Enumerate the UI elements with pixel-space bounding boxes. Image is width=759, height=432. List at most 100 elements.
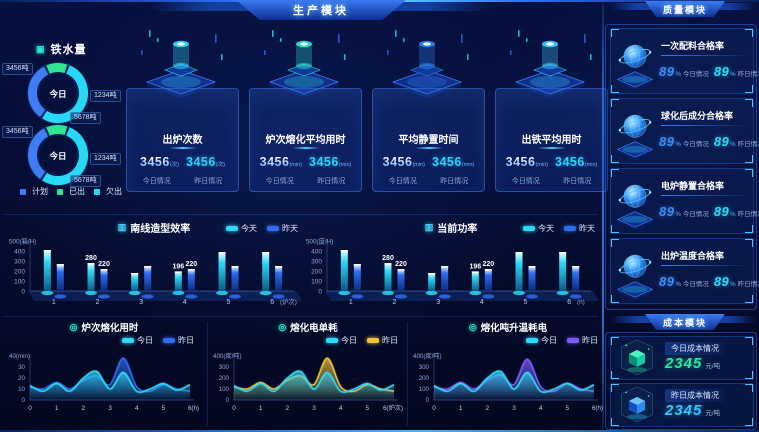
- card-divider: [168, 147, 197, 149]
- production-header-label: 生产模块: [293, 5, 349, 17]
- legend-item[interactable]: 昨日: [163, 335, 194, 346]
- chart-title: ◎ 熔化电单耗: [212, 320, 404, 334]
- quality-module-header: 质量模块: [645, 1, 725, 17]
- card-divider: [661, 195, 745, 196]
- svg-text:280: 280: [382, 255, 394, 262]
- svg-text:6: 6: [567, 299, 571, 306]
- heating-power-line-chart: 0 100 200 300 400(度/吨) 0 1 2 3 4 5 6(h): [413, 352, 603, 412]
- chart-title: ▥ 南线造型效率: [8, 220, 300, 236]
- yesterday-value-group: 3456(min): [309, 155, 352, 169]
- cost-module-header: 成本模块: [645, 314, 725, 330]
- cost-value: 2345: [665, 355, 703, 372]
- line-chart-icon: ◎: [468, 321, 477, 332]
- legend-swatch: [57, 188, 63, 195]
- legend-item[interactable]: 昨天: [267, 223, 298, 234]
- today-label: 今日情况: [682, 211, 709, 218]
- stat-card-title: 出炉次数: [162, 135, 203, 146]
- svg-text:5: 5: [227, 299, 231, 306]
- legend-swatch: [326, 338, 338, 343]
- section-divider: [4, 316, 598, 317]
- svg-text:400: 400: [14, 248, 25, 255]
- cube-3d-icon: [621, 386, 653, 422]
- power-per-ton-line-chart: 0 100 200 300 400(度/吨) 0 1 2 3 4 5 6(炉次): [213, 352, 403, 412]
- today-value: 89: [659, 274, 675, 289]
- svg-text:0: 0: [21, 288, 25, 295]
- south-efficiency-panel: ▥ 南线造型效率 今天 昨天 0 100 200 300 400 500(箱/H) 1 280 2…: [8, 218, 302, 314]
- legend-item[interactable]: 今天: [226, 223, 257, 234]
- svg-text:100: 100: [14, 278, 25, 285]
- yesterday-value-group: 3456(min): [432, 155, 475, 169]
- today-value-group: 3456(min): [259, 155, 302, 169]
- chart-legend: 今天 昨天: [523, 223, 595, 234]
- legend-item[interactable]: 今天: [523, 223, 554, 234]
- heating-power-panel: ◎ 熔化吨升温耗电 今日 昨日 0 100 200 300 400(度/吨) 0 1 2 3 4 5 6…: [412, 318, 604, 428]
- legend-item[interactable]: 欠出: [94, 186, 122, 197]
- legend-swatch: [526, 338, 538, 343]
- quality-card-title: 一次配料合格率: [661, 41, 725, 51]
- chart-title-label: 熔化吨升温耗电: [480, 323, 548, 334]
- melt-time-3d-icon: [264, 30, 346, 98]
- stat-card-title: 出铁平均用时: [521, 135, 582, 146]
- legend-item[interactable]: 计划: [20, 186, 48, 197]
- card-divider: [661, 265, 745, 266]
- donut-callout: 1234吨: [90, 153, 121, 165]
- legend-label: 今日: [341, 336, 357, 345]
- line-chart-icon: ◎: [278, 321, 287, 332]
- card-divider: [537, 147, 566, 149]
- bar-chart-icon: ▥: [117, 222, 127, 232]
- legend-item[interactable]: 今日: [326, 335, 357, 346]
- today-label: 今日情况: [682, 71, 709, 78]
- svg-text:220: 220: [482, 261, 494, 268]
- chart-legend: 今日 昨日: [326, 335, 398, 346]
- svg-text:300: 300: [219, 364, 230, 371]
- yesterday-value-group: 3456(次): [186, 155, 225, 169]
- legend-item[interactable]: 今日: [122, 335, 153, 346]
- svg-text:400: 400: [311, 248, 322, 255]
- yesterday-label: 昨日情况: [440, 178, 469, 185]
- svg-text:2: 2: [96, 299, 100, 306]
- stat-card-title: 炉次熔化平均用时: [265, 135, 346, 146]
- legend-swatch: [523, 226, 535, 231]
- svg-text:10: 10: [18, 386, 25, 393]
- legend-item[interactable]: 昨日: [367, 335, 398, 346]
- cost-card-yesterday: 昨日成本情况 2345 元/吨: [610, 383, 754, 427]
- legend-item[interactable]: 昨天: [564, 223, 595, 234]
- donut-center-label: 今日: [49, 89, 67, 99]
- svg-text:6: 6: [270, 299, 274, 306]
- unit: %: [675, 282, 681, 288]
- legend-item[interactable]: 今日: [526, 335, 557, 346]
- svg-text:0: 0: [232, 405, 236, 412]
- today-value-group: 3456(min): [505, 155, 548, 169]
- svg-text:2: 2: [393, 299, 397, 306]
- yesterday-label: 昨日情况: [563, 178, 592, 185]
- svg-text:5: 5: [524, 299, 528, 306]
- donut-callout: 1234吨: [90, 90, 121, 102]
- svg-text:100: 100: [219, 386, 230, 393]
- cost-label: 昨日成本情况: [665, 389, 725, 402]
- svg-text:196: 196: [172, 263, 184, 270]
- legend-label: 昨日: [582, 336, 598, 345]
- card-divider: [661, 55, 745, 56]
- legend-label: 昨日: [178, 336, 194, 345]
- quality-card-title: 球化后成分合格率: [661, 111, 734, 121]
- chart-legend: 今日 昨日: [122, 335, 194, 346]
- svg-text:400(度/吨): 400(度/吨): [213, 352, 242, 360]
- donut-callout: 5678吨: [70, 112, 101, 124]
- legend-item[interactable]: 已出: [57, 186, 85, 197]
- today-label: 今日情况: [682, 141, 709, 148]
- svg-text:400(度/吨): 400(度/吨): [413, 352, 442, 360]
- yesterday-value: 89: [713, 204, 730, 219]
- chart-title-label: 熔化电单耗: [290, 323, 338, 334]
- svg-text:300: 300: [14, 258, 25, 265]
- globe-3d-icon: [616, 114, 654, 161]
- legend-item[interactable]: 昨日: [567, 335, 598, 346]
- unit: %: [675, 72, 681, 78]
- chart-legend: 今日 昨日: [526, 335, 598, 346]
- svg-text:3: 3: [436, 299, 440, 306]
- chart-title: ◎ 熔化吨升温耗电: [412, 320, 604, 334]
- svg-text:100: 100: [419, 386, 430, 393]
- svg-text:1: 1: [55, 405, 59, 412]
- cube-3d-icon: [621, 339, 653, 375]
